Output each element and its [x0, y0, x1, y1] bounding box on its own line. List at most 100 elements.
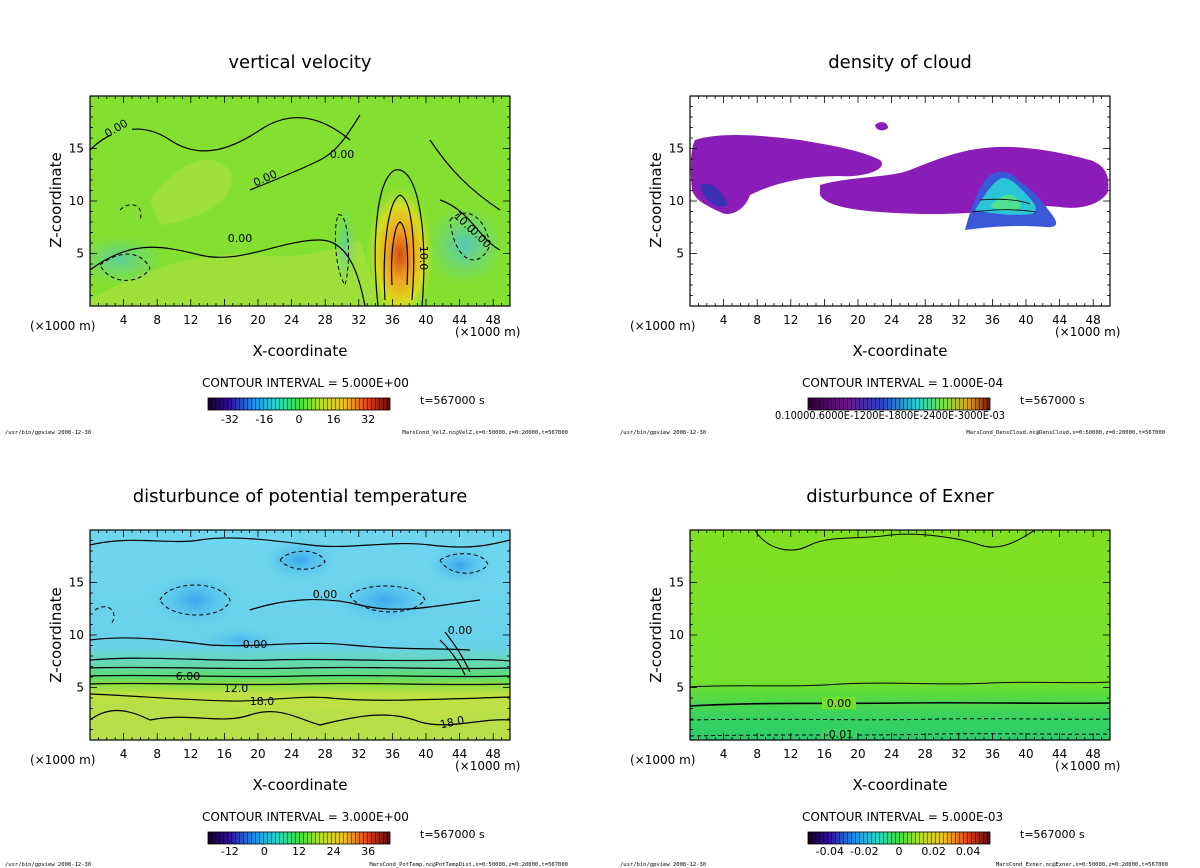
field-updraft-core — [366, 185, 434, 306]
colorbar-tick-label: -0.04 — [816, 845, 844, 858]
contour-label: 0.00 — [243, 638, 268, 651]
x-tick-label: 12 — [183, 313, 198, 327]
x-tick-label: 48 — [486, 747, 501, 761]
x-tick-label: 28 — [918, 747, 933, 761]
contour-label: 0.00 — [228, 232, 253, 245]
x-tick-label: 4 — [720, 747, 728, 761]
contour-label: 10.0 — [417, 246, 430, 271]
x-axis-label: X-coordinate — [253, 776, 348, 794]
colorbar-stripes — [208, 832, 390, 844]
y-axis-label: Z-coordinate — [47, 152, 65, 247]
footer-right: MarsCond_PotTemp.nc@PotTempDist,x=0:5000… — [369, 862, 568, 868]
y-tick-label: 10 — [669, 628, 684, 642]
contour-line — [90, 709, 510, 726]
footer-right: MarsCond_Exner.nc@Exner,x=0:50000,z=0:20… — [996, 862, 1168, 868]
contour-label: 0.00 — [313, 588, 338, 601]
x-tick-label: 20 — [250, 313, 265, 327]
y-tick-label: 5 — [676, 247, 684, 261]
colorbar-tick-label: 0 — [896, 845, 903, 858]
colorbar-tick-label: -12 — [221, 845, 239, 858]
y-tick-label: 5 — [76, 247, 84, 261]
x-tick-label: 40 — [418, 747, 433, 761]
y-axis-label: Z-coordinate — [47, 587, 65, 682]
y-tick-label: 10 — [669, 194, 684, 208]
contour-line — [444, 631, 471, 673]
colorbar-tick-label: 32 — [361, 413, 375, 426]
contour-label-bg — [822, 697, 856, 709]
time-label: t=567000 s — [420, 394, 485, 407]
panel-title: disturbunce of Exner — [806, 486, 994, 507]
time-label: t=567000 s — [1020, 828, 1085, 841]
colorbar-tick-label: -0.02 — [850, 845, 878, 858]
x-tick-label: 24 — [884, 747, 899, 761]
colorbar-stripes — [808, 832, 990, 844]
x-tick-label: 24 — [284, 747, 299, 761]
x-tick-label: 28 — [318, 747, 333, 761]
colorbar-tick-label: -32 — [221, 413, 239, 426]
contour-line — [90, 537, 510, 548]
x-tick-label: 48 — [486, 313, 501, 327]
panel-vertical-velocity: vertical velocity — [5, 52, 568, 436]
colorbar-tick-label: 24 — [327, 845, 341, 858]
x-tick-label: 44 — [1052, 747, 1067, 761]
heatmap-field: 0.00 0.00 0.00 0.00 10.0 10.0 0.00 — [90, 96, 510, 306]
field-blob — [425, 545, 495, 585]
colorbar-tick-labels: 0.10000.6000E-1200E-1800E-2400E-3000E-03 — [775, 409, 1005, 422]
contour-line — [90, 637, 471, 651]
contour-label-bg — [822, 728, 856, 740]
x-tick-label: 44 — [1052, 313, 1067, 327]
field-region-up-left — [150, 160, 232, 225]
contour-lines-negative — [99, 204, 491, 287]
contour-line-dashed — [439, 553, 489, 574]
panel-exner: disturbunce of Exner 0.00 -0.01 4 8 12 16 20… — [620, 486, 1168, 868]
contour-label: 0.00 — [827, 697, 852, 710]
x-tick-label: 32 — [951, 313, 966, 327]
contour-label: 0.00 — [330, 148, 355, 161]
x-tick-label: 12 — [783, 313, 798, 327]
contour-line — [690, 701, 1110, 707]
field-blob — [260, 538, 340, 582]
heatmap-field: 0.00 -0.01 — [690, 530, 1110, 740]
y-tick-label: 5 — [676, 681, 684, 695]
field-blob — [335, 575, 435, 625]
x-tick-label: 40 — [418, 313, 433, 327]
contour-label: 18.0 — [250, 695, 275, 708]
x-tick-label: 32 — [351, 747, 366, 761]
field-band-low — [90, 700, 510, 740]
contour-line — [439, 639, 466, 676]
heatmap-field: 0.00 0.00 0.00 6.00 12.0 18.0 18.0 — [90, 530, 510, 740]
contour-line — [390, 221, 409, 286]
x-tick-label: 40 — [1018, 313, 1033, 327]
x-tick-label: 16 — [217, 313, 232, 327]
contour-line-dashed — [94, 606, 115, 626]
contour-label: 0.00 — [448, 624, 473, 637]
field-blob — [150, 572, 240, 628]
contour-line — [249, 114, 361, 191]
time-label: t=567000 s — [1020, 394, 1085, 407]
footer-left: /usr/bin/gpview 2008-12-30 — [620, 430, 706, 436]
contour-lines-negative — [94, 550, 489, 626]
contour-line — [429, 139, 501, 211]
contour-line — [90, 666, 510, 670]
contour-lines-negative — [690, 718, 1110, 737]
colorbar-tick-label: 16 — [327, 413, 341, 426]
colorbar-frame — [807, 397, 991, 411]
y-axis-label: Z-coordinate — [647, 152, 665, 247]
x-tick-label: 44 — [452, 747, 467, 761]
x-tick-label: 8 — [153, 747, 161, 761]
colorbar-tick-label: 36 — [361, 845, 375, 858]
panel-density-of-cloud: density of cloud 4 8 12 16 20 24 28 32 36 40 44 485… — [620, 52, 1165, 436]
x-unit-left: (×1000 m) — [630, 319, 695, 333]
contour-label: 6.00 — [176, 670, 201, 683]
y-axis-label: Z-coordinate — [647, 587, 665, 682]
x-tick-label: 36 — [385, 313, 400, 327]
colorbar-frame — [207, 397, 391, 411]
x-tick-label: 28 — [918, 313, 933, 327]
field-background — [690, 530, 1110, 740]
footer-left: /usr/bin/gpview 2008-12-30 — [620, 862, 706, 868]
x-tick-label: 36 — [985, 313, 1000, 327]
